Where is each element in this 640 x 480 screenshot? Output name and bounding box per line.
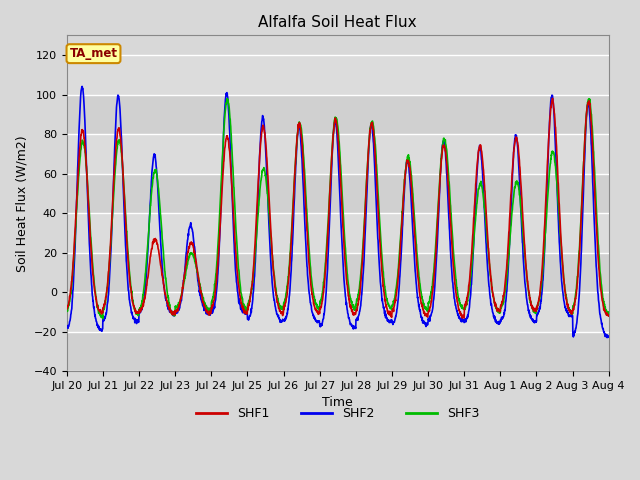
SHF1 [605,312,612,318]
SHF3 [605,309,612,315]
SHF2 [557,270,565,276]
SHF2 [63,323,70,329]
SHF3 [365,132,373,138]
SHF3 [496,308,504,314]
Line: SHF3: SHF3 [67,98,609,319]
SHF3 [223,96,231,101]
SHF2 [365,140,373,145]
Bar [67,134,609,174]
SHF3 [214,239,222,245]
Bar [67,95,609,134]
Bar [67,174,609,213]
SHF2 [78,84,86,89]
Legend: SHF1, SHF2, SHF3: SHF1, SHF2, SHF3 [191,402,484,425]
SHF2 [603,335,611,340]
Line: SHF1: SHF1 [67,98,609,318]
Bar [67,252,609,292]
Bar [67,213,609,252]
SHF3 [63,308,70,314]
SHF3 [557,244,565,250]
Title: Alfalfa Soil Heat Flux: Alfalfa Soil Heat Flux [259,15,417,30]
Bar [67,332,609,371]
SHF1 [573,291,580,297]
Bar [67,292,609,332]
SHF2 [354,315,362,321]
Line: SHF2: SHF2 [67,86,609,337]
SHF2 [605,334,612,339]
Bar [67,55,609,95]
SHF1 [557,242,565,248]
SHF1 [548,96,556,101]
X-axis label: Time: Time [323,396,353,409]
SHF3 [99,316,106,322]
SHF1 [353,306,361,312]
SHF2 [495,321,503,327]
SHF3 [354,295,362,301]
SHF3 [573,286,580,292]
SHF1 [214,260,221,265]
Text: TA_met: TA_met [70,47,118,60]
SHF2 [572,324,580,330]
Y-axis label: Soil Heat Flux (W/m2): Soil Heat Flux (W/m2) [15,135,28,272]
SHF1 [460,315,468,321]
SHF1 [63,306,70,312]
SHF2 [214,265,222,271]
SHF1 [495,308,503,314]
SHF1 [365,139,373,144]
